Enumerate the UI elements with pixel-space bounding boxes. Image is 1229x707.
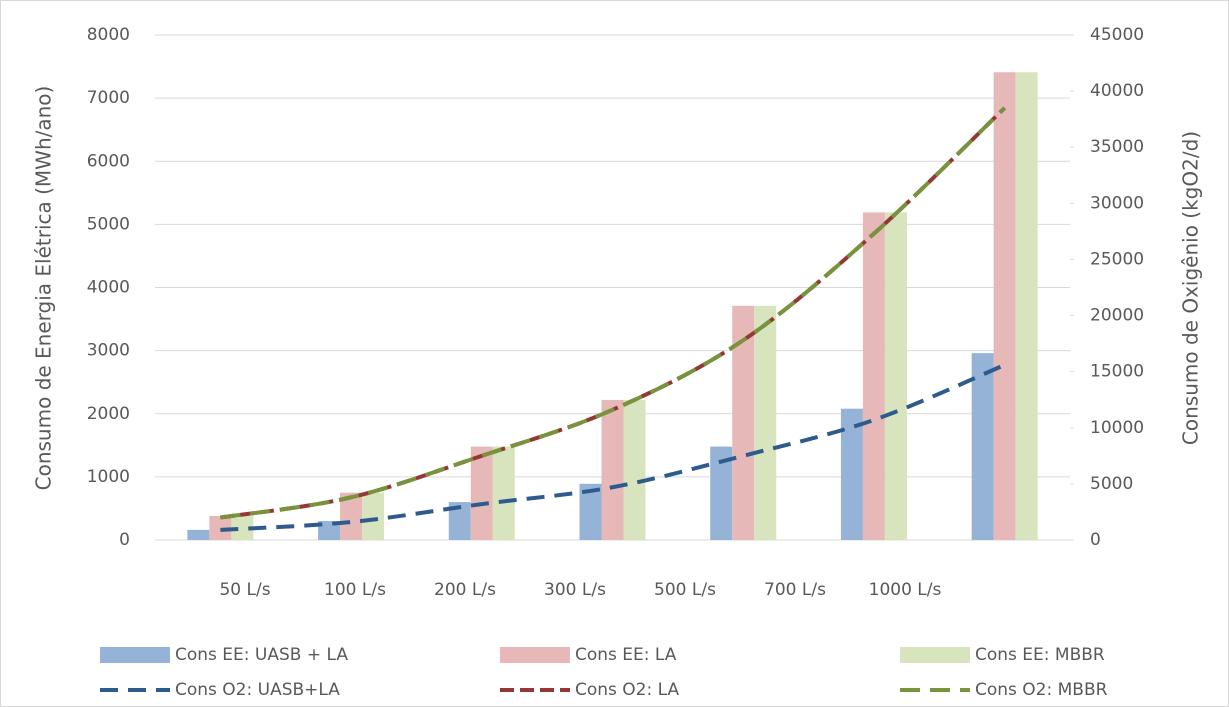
bar xyxy=(732,305,755,540)
line xyxy=(220,106,1007,520)
legend-label: Cons O2: UASB+LA xyxy=(175,680,340,700)
y-axis-label: Consumo de Energia Elétrica (MWh/ano) xyxy=(32,86,56,491)
y-tick-label: 3000 xyxy=(87,341,130,361)
y-tick-label: 4000 xyxy=(87,278,130,298)
bar xyxy=(623,399,646,540)
y-tick-label: 8000 xyxy=(87,25,130,45)
x-tick-label: 300 L/s xyxy=(544,580,606,600)
y2-tick-label: 5000 xyxy=(1090,474,1133,494)
legend-swatch xyxy=(500,647,570,663)
y2-tick-label: 10000 xyxy=(1090,418,1144,438)
bar xyxy=(448,502,471,540)
legend-label: Cons EE: MBBR xyxy=(975,645,1105,665)
bar xyxy=(470,446,493,540)
x-tick-label: 1000 L/s xyxy=(869,580,942,600)
bar xyxy=(971,353,994,540)
bar xyxy=(840,408,863,540)
bar xyxy=(710,446,733,540)
y2-axis-label: Consumo de Oxigênio (kgO2/d) xyxy=(1179,131,1203,445)
bar xyxy=(754,305,777,540)
y-tick-label: 5000 xyxy=(87,214,130,234)
y2-tick-label: 0 xyxy=(1090,530,1101,550)
x-tick-label: 500 L/s xyxy=(654,580,716,600)
y-tick-label: 7000 xyxy=(87,88,130,108)
legend-swatch xyxy=(100,647,170,663)
y2-tick-label: 35000 xyxy=(1090,137,1144,157)
bar xyxy=(340,492,363,540)
line xyxy=(220,363,1006,532)
y-tick-label: 0 xyxy=(119,530,130,550)
y2-tick-label: 40000 xyxy=(1090,81,1144,101)
bar xyxy=(318,521,341,540)
bar xyxy=(187,529,210,540)
bar xyxy=(993,72,1016,541)
bar xyxy=(601,399,624,540)
x-tick-label: 700 L/s xyxy=(764,580,826,600)
y2-tick-label: 20000 xyxy=(1090,306,1144,326)
bar xyxy=(884,212,907,540)
legend-label: Cons EE: UASB + LA xyxy=(175,645,348,665)
bar xyxy=(231,516,254,540)
legend-label: Cons O2: MBBR xyxy=(975,680,1108,700)
x-tick-label: 50 L/s xyxy=(219,580,270,600)
x-tick-label: 200 L/s xyxy=(434,580,496,600)
bar xyxy=(362,492,385,540)
y2-tick-label: 30000 xyxy=(1090,193,1144,213)
y2-tick-label: 15000 xyxy=(1090,362,1144,382)
bar xyxy=(492,446,515,540)
y-tick-label: 2000 xyxy=(87,404,130,424)
y2-tick-label: 25000 xyxy=(1090,249,1144,269)
legend-label: Cons O2: LA xyxy=(575,680,679,700)
y-tick-label: 6000 xyxy=(87,151,130,171)
legend-label: Cons EE: LA xyxy=(575,645,677,665)
bar xyxy=(579,483,602,540)
legend-swatch xyxy=(900,647,970,663)
bar xyxy=(862,212,885,540)
bar xyxy=(1015,72,1038,541)
y-tick-label: 1000 xyxy=(87,467,130,487)
x-tick-label: 100 L/s xyxy=(324,580,386,600)
y2-tick-label: 45000 xyxy=(1090,25,1144,45)
